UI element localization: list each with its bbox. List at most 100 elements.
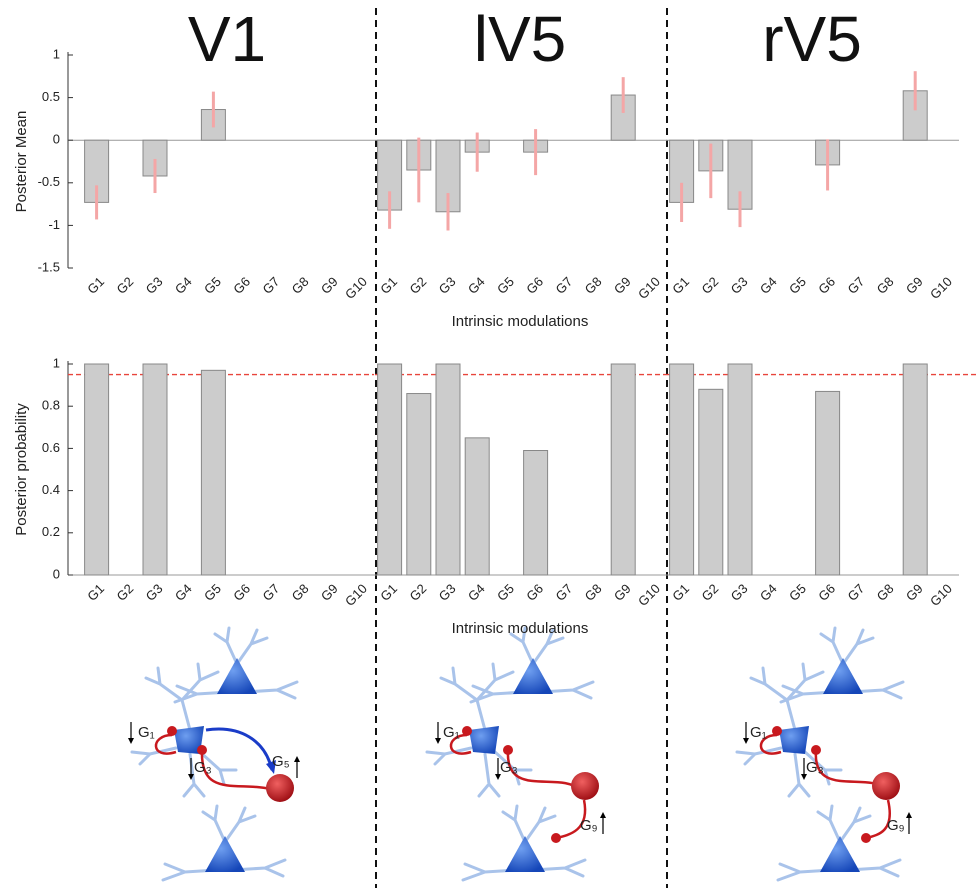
x-tick-label: G9: [611, 274, 634, 297]
x-tick-label: G3: [143, 274, 166, 297]
diagram-label: G₃: [806, 759, 824, 776]
bar: [143, 364, 167, 575]
panel-title: lV5: [474, 3, 567, 75]
x-tick-label: G4: [757, 581, 780, 604]
x-tick-label: G8: [874, 274, 897, 297]
bar: [465, 438, 489, 575]
bar: [85, 364, 109, 575]
x-tick-label: G6: [230, 581, 253, 604]
x-tick-label: G4: [172, 581, 195, 604]
x-tick-label: G2: [113, 581, 136, 604]
x-tick-label: G2: [113, 274, 136, 297]
x-tick-label: G8: [582, 274, 605, 297]
x-tick-label: G7: [259, 581, 282, 604]
x-tick-label: G1: [84, 274, 107, 297]
diagram-label: G₅: [272, 753, 290, 770]
bar: [670, 364, 694, 575]
bar: [378, 364, 402, 575]
x-tick-label: G3: [728, 581, 751, 604]
bar: [728, 364, 752, 575]
x-tick-label: G2: [698, 274, 721, 297]
panel-title: V1: [188, 3, 266, 75]
x-tick-label: G7: [844, 581, 867, 604]
x-tick-label: G8: [289, 274, 312, 297]
x-tick-label: G7: [844, 274, 867, 297]
x-tick-label: G7: [259, 274, 282, 297]
diagram-label: G₁: [750, 724, 767, 741]
x-tick-label: G5: [786, 581, 809, 604]
x-tick-label: G8: [582, 581, 605, 604]
y-tick-label: 0: [53, 566, 60, 581]
x-tick-label: G1: [84, 581, 107, 604]
x-tick-label: G1: [377, 581, 400, 604]
x-tick-label: G10: [342, 581, 370, 609]
y-tick-label: 1: [53, 46, 60, 61]
x-tick-label: G6: [523, 581, 546, 604]
diagram-label: G₃: [194, 759, 212, 776]
x-tick-label: G3: [143, 581, 166, 604]
y-tick-label: 0: [53, 132, 60, 147]
x-tick-label: G10: [927, 274, 955, 302]
x-tick-label: G6: [523, 274, 546, 297]
x-tick-label: G9: [318, 581, 341, 604]
bar: [524, 451, 548, 575]
diagram: G₁ G₃ G₉: [737, 628, 912, 880]
x-tick-label: G6: [230, 274, 253, 297]
x-tick-label: G9: [318, 274, 341, 297]
x-tick-label: G5: [494, 581, 517, 604]
x-tick-label: G7: [552, 581, 575, 604]
x-tick-label: G4: [465, 581, 488, 604]
x-tick-label: G5: [201, 274, 224, 297]
bar: [201, 370, 225, 575]
x-tick-label: G2: [698, 581, 721, 604]
diagram: G₁ G₃ G₉: [427, 628, 606, 880]
x-tick-label: G10: [635, 274, 663, 302]
x-tick-label: G6: [815, 274, 838, 297]
x-tick-label: G10: [927, 581, 955, 609]
x-tick-label: G3: [728, 274, 751, 297]
y-tick-label: -0.5: [38, 174, 60, 189]
x-tick-label: G8: [289, 581, 312, 604]
diagram-label: G₁: [138, 724, 155, 741]
y-tick-label: 0.5: [42, 89, 60, 104]
x-tick-label: G10: [342, 274, 370, 302]
x-tick-label: G1: [669, 581, 692, 604]
bar: [611, 364, 635, 575]
diagram-label: G₁: [443, 724, 460, 741]
x-tick-label: G3: [436, 274, 459, 297]
x-tick-label: G2: [406, 274, 429, 297]
y-tick-label: -1.5: [38, 259, 60, 274]
x-tick-label: G2: [406, 581, 429, 604]
x-tick-label: G1: [377, 274, 400, 297]
x-tick-label: G9: [611, 581, 634, 604]
x-tick-label: G1: [669, 274, 692, 297]
x-tick-label: G7: [552, 274, 575, 297]
x-axis-label: Intrinsic modulations: [452, 313, 589, 330]
x-tick-label: G4: [757, 274, 780, 297]
x-tick-label: G5: [494, 274, 517, 297]
x-tick-label: G9: [903, 581, 926, 604]
figure: G₁ G₃ G₅ G₁ G₃ G₉ G₁ G₃ G₉ 1 0.5 0 -0.5 -1 -1…: [0, 0, 977, 888]
panel-title: rV5: [762, 3, 862, 75]
x-tick-label: G5: [201, 581, 224, 604]
diagram: G₁ G₃ G₅: [128, 628, 300, 880]
y-tick-label: 0.4: [42, 482, 60, 497]
diagram-label: G₉: [887, 817, 905, 834]
y-tick-label: 0.8: [42, 398, 60, 413]
bar: [903, 364, 927, 575]
x-tick-label: G9: [903, 274, 926, 297]
y-tick-label: 0.6: [42, 440, 60, 455]
y-tick-label: 1: [53, 355, 60, 370]
x-axis-label: Intrinsic modulations: [452, 620, 589, 637]
x-tick-label: G4: [465, 274, 488, 297]
diagram-label: G₃: [500, 759, 518, 776]
x-tick-label: G10: [635, 581, 663, 609]
bar: [816, 391, 840, 575]
y-tick-label: 0.2: [42, 524, 60, 539]
bar: [407, 394, 431, 575]
x-tick-label: G8: [874, 581, 897, 604]
diagram-label: G₉: [580, 817, 598, 834]
y-tick-label: -1: [48, 217, 60, 232]
bar: [436, 364, 460, 575]
x-tick-label: G5: [786, 274, 809, 297]
